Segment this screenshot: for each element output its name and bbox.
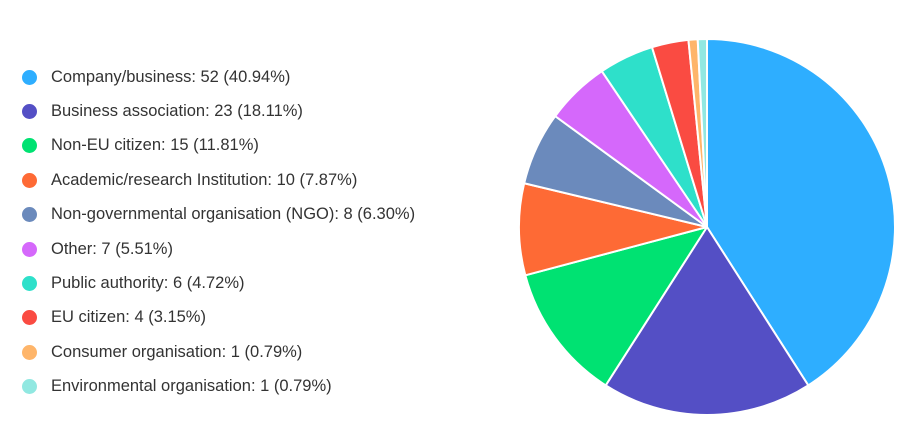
legend-label: Other: 7 (5.51%) bbox=[51, 239, 173, 258]
legend-marker-icon bbox=[22, 379, 37, 395]
legend-item[interactable]: Consumer organisation: 1 (0.79%) bbox=[22, 335, 492, 369]
legend-item[interactable]: EU citizen: 4 (3.15%) bbox=[22, 301, 492, 335]
legend-item[interactable]: Public authority: 6 (4.72%) bbox=[22, 266, 492, 300]
legend-label: Company/business: 52 (40.94%) bbox=[51, 67, 291, 86]
pie-slice[interactable] bbox=[518, 182, 708, 277]
legend-item[interactable]: Business association: 23 (18.11%) bbox=[22, 94, 492, 128]
legend-marker-icon bbox=[22, 344, 37, 360]
legend-item[interactable]: Other: 7 (5.51%) bbox=[22, 232, 492, 266]
legend-item[interactable]: Non-EU citizen: 15 (11.81%) bbox=[22, 129, 492, 163]
pie-slice[interactable] bbox=[604, 226, 810, 416]
legend-label: Environmental organisation: 1 (0.79%) bbox=[51, 377, 332, 396]
legend-label: Public authority: 6 (4.72%) bbox=[51, 274, 245, 293]
pie-slice[interactable] bbox=[696, 38, 708, 228]
pie-slice[interactable] bbox=[524, 226, 708, 387]
legend-item[interactable]: Company/business: 52 (40.94%) bbox=[22, 60, 492, 94]
legend-item[interactable]: Non-governmental organisation (NGO): 8 (… bbox=[22, 198, 492, 232]
chart-legend: Company/business: 52 (40.94%) Business as… bbox=[22, 60, 492, 404]
legend-item[interactable]: Environmental organisation: 1 (0.79%) bbox=[22, 370, 492, 404]
pie-chart bbox=[518, 38, 896, 416]
legend-marker-icon bbox=[22, 104, 37, 120]
legend-marker-icon bbox=[22, 172, 37, 188]
legend-item[interactable]: Academic/research Institution: 10 (7.87%… bbox=[22, 163, 492, 197]
legend-marker-icon bbox=[22, 310, 37, 326]
legend-label: Business association: 23 (18.11%) bbox=[51, 102, 303, 121]
legend-marker-icon bbox=[22, 241, 37, 257]
legend-marker-icon bbox=[22, 276, 37, 292]
legend-label: Consumer organisation: 1 (0.79%) bbox=[51, 342, 303, 361]
legend-label: Non-governmental organisation (NGO): 8 (… bbox=[51, 205, 416, 224]
legend-marker-icon bbox=[22, 69, 37, 85]
legend-marker-icon bbox=[22, 138, 37, 154]
legend-label: EU citizen: 4 (3.15%) bbox=[51, 308, 206, 327]
legend-marker-icon bbox=[22, 207, 37, 223]
legend-label: Non-EU citizen: 15 (11.81%) bbox=[51, 136, 259, 155]
legend-label: Academic/research Institution: 10 (7.87%… bbox=[51, 170, 358, 189]
